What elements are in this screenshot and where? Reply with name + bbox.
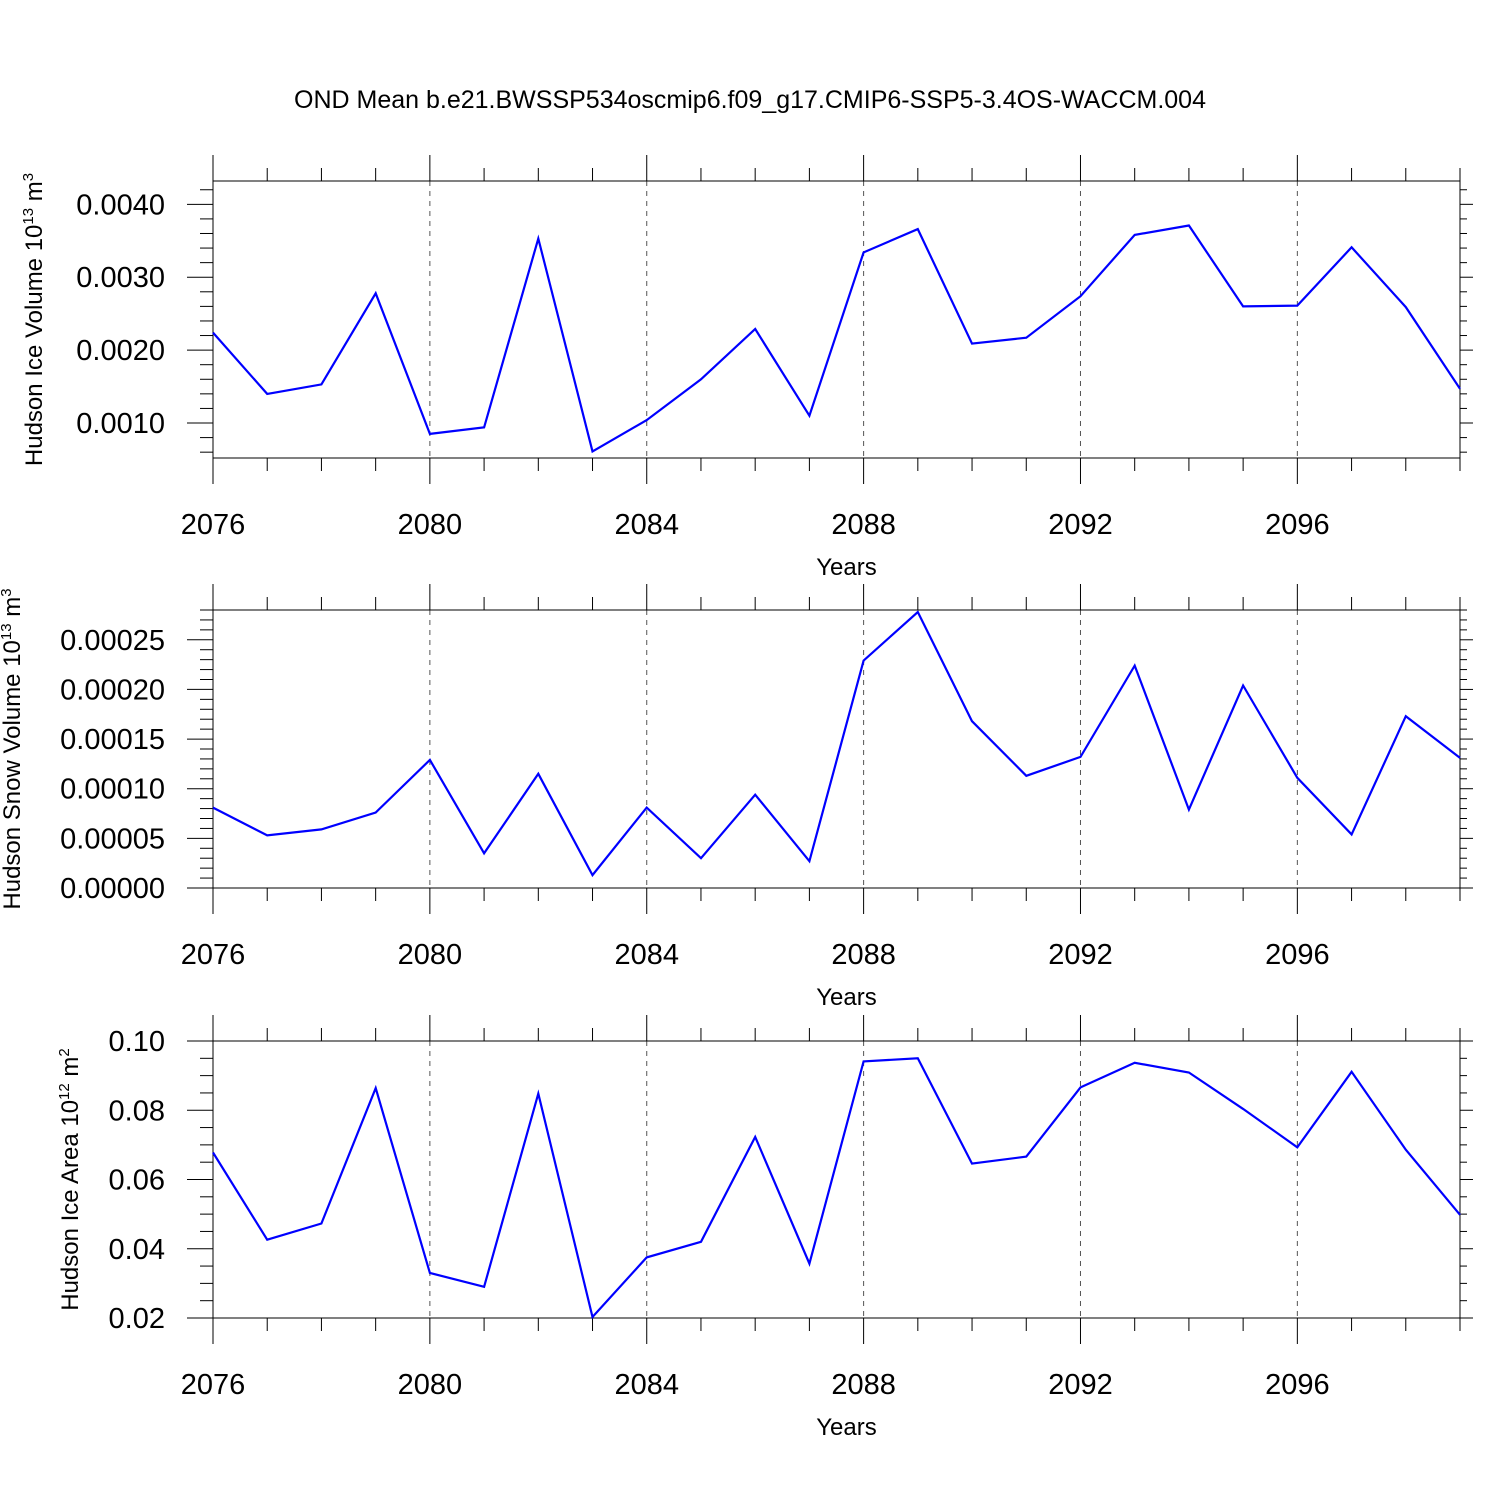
x-axis-label: Years	[816, 1414, 877, 1441]
data-series-line	[212, 1057, 1461, 1320]
y-axis-label-superscript: 3	[20, 173, 37, 181]
y-axis-label-superscript: 13	[20, 208, 37, 225]
chart-panel-1: 2076 2080 2084 2088 2092 2096 0.0010 0.0020 0.00…	[20, 155, 1473, 581]
y-tick-label: 0.0030	[76, 262, 165, 294]
y-axis-label-part: m	[21, 181, 48, 208]
x-tick-label: 2076	[181, 1369, 246, 1401]
plot-frame	[212, 180, 1461, 459]
y-tick-label: 0.00005	[60, 823, 165, 855]
y-axis-label-superscript: 2	[56, 1048, 73, 1056]
x-tick-label: 2088	[831, 509, 896, 541]
plot-frame	[212, 609, 1461, 889]
x-tick-label: 2088	[831, 1369, 896, 1401]
y-axis-label-part: Hudson Ice Volume 10	[21, 225, 48, 467]
x-tick-label: 2096	[1265, 509, 1330, 541]
y-tick-label: 0.04	[109, 1234, 165, 1266]
y-tick-label: 0.10	[109, 1026, 165, 1058]
y-tick-label: 0.00015	[60, 724, 165, 756]
x-tick-label: 2084	[614, 509, 679, 541]
x-tick-label: 2076	[181, 939, 246, 971]
chart-panel-2: 2076 2080 2084 2088 2092 2096 0.00000 0.00005 0.…	[0, 584, 1473, 1011]
data-series-line	[212, 224, 1461, 454]
x-tick-label: 2076	[181, 509, 246, 541]
x-axis-label: Years	[816, 984, 877, 1011]
y-axis-label: Hudson Ice Area 1012 m2	[56, 1048, 84, 1311]
y-tick-label: 0.0020	[76, 335, 165, 367]
x-tick-label: 2084	[614, 939, 679, 971]
data-series-line	[212, 610, 1461, 878]
y-axis-label-part: m	[0, 597, 26, 624]
y-axis-label-superscript: 12	[56, 1083, 73, 1100]
x-tick-label: 2092	[1048, 509, 1113, 541]
y-tick-label: 0.02	[109, 1303, 165, 1335]
y-axis-label-part: Hudson Snow Volume 10	[0, 640, 26, 910]
x-tick-label: 2092	[1048, 1369, 1113, 1401]
chart-panel-3: 2076 2080 2084 2088 2092 2096 0.02 0.04 0.06 0.08…	[56, 1015, 1473, 1441]
plot-frame	[212, 1040, 1461, 1319]
y-tick-label: 0.00025	[60, 625, 165, 657]
chart-title: OND Mean b.e21.BWSSP534oscmip6.f09_g17.C…	[294, 86, 1206, 114]
y-axis-label-part: m	[57, 1057, 84, 1084]
x-tick-label: 2080	[398, 509, 463, 541]
x-tick-label: 2080	[398, 939, 463, 971]
x-tick-label: 2092	[1048, 939, 1113, 971]
x-tick-label: 2096	[1265, 939, 1330, 971]
y-tick-label: 0.06	[109, 1165, 165, 1197]
x-tick-label: 2080	[398, 1369, 463, 1401]
y-axis-label: Hudson Ice Volume 1013 m3	[20, 173, 48, 466]
y-tick-label: 0.0040	[76, 189, 165, 221]
y-axis-label-superscript: 13	[0, 623, 15, 640]
y-axis-label-superscript: 3	[0, 588, 15, 596]
y-tick-label: 0.0010	[76, 408, 165, 440]
y-tick-label: 0.08	[109, 1095, 165, 1127]
x-tick-label: 2096	[1265, 1369, 1330, 1401]
y-tick-label: 0.00010	[60, 774, 165, 806]
x-axis-label: Years	[816, 554, 877, 581]
y-tick-label: 0.00000	[60, 873, 165, 905]
y-axis-label-part: Hudson Ice Area 10	[57, 1100, 84, 1311]
y-axis-label: Hudson Snow Volume 1013 m3	[0, 588, 26, 909]
x-tick-label: 2088	[831, 939, 896, 971]
x-tick-label: 2084	[614, 1369, 679, 1401]
y-tick-label: 0.00020	[60, 674, 165, 706]
